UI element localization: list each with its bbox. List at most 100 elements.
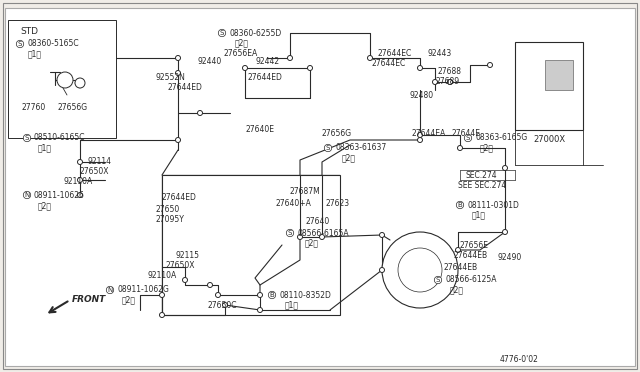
Text: 27650X: 27650X	[165, 262, 195, 270]
Text: 〈1〉: 〈1〉	[472, 211, 486, 219]
Text: 08110-8352D: 08110-8352D	[279, 291, 331, 299]
Circle shape	[223, 302, 227, 308]
Text: 27095Y: 27095Y	[156, 215, 185, 224]
Text: SEE SEC.274: SEE SEC.274	[458, 180, 506, 189]
Bar	[245, 68, 310, 98]
Bar	[8, 20, 116, 138]
Circle shape	[207, 282, 212, 288]
Text: 27760: 27760	[22, 103, 46, 112]
Circle shape	[367, 55, 372, 61]
Text: 92442: 92442	[255, 58, 279, 67]
Circle shape	[319, 234, 324, 240]
Text: 27640: 27640	[305, 218, 329, 227]
Text: 92110A: 92110A	[63, 177, 92, 186]
Text: S: S	[220, 30, 224, 36]
Circle shape	[447, 80, 452, 84]
Circle shape	[382, 232, 458, 308]
Circle shape	[175, 55, 180, 61]
Text: 27650: 27650	[156, 205, 180, 215]
Text: 27687M: 27687M	[290, 187, 321, 196]
Circle shape	[380, 267, 385, 273]
Circle shape	[77, 177, 83, 183]
Text: 27644EC: 27644EC	[378, 48, 412, 58]
Text: 27000X: 27000X	[533, 135, 565, 144]
Text: 92490: 92490	[498, 253, 522, 263]
Text: 27644ED: 27644ED	[168, 83, 203, 93]
Bar	[515, 42, 583, 130]
Text: B: B	[458, 202, 462, 208]
Circle shape	[57, 72, 73, 88]
Circle shape	[298, 234, 303, 240]
Text: 〈1〉: 〈1〉	[28, 49, 42, 58]
Text: （2）: （2）	[480, 144, 494, 153]
Text: 92443: 92443	[428, 48, 452, 58]
Text: 08360-5165C: 08360-5165C	[27, 39, 79, 48]
Text: 27644ED: 27644ED	[248, 74, 283, 83]
Bar	[545, 60, 573, 90]
Text: （2）: （2）	[235, 38, 249, 48]
Text: N: N	[108, 287, 113, 293]
Circle shape	[77, 160, 83, 164]
Text: 92110A: 92110A	[148, 272, 177, 280]
Circle shape	[488, 62, 493, 67]
Text: 08566-6125A: 08566-6125A	[445, 276, 497, 285]
Bar	[300, 175, 322, 237]
Text: 27644ED: 27644ED	[162, 193, 197, 202]
Text: 27623: 27623	[325, 199, 349, 208]
Text: 27640E: 27640E	[246, 125, 275, 135]
Text: 〈1〉: 〈1〉	[285, 301, 299, 310]
Text: （2）: （2）	[122, 295, 136, 305]
Circle shape	[447, 80, 452, 84]
Circle shape	[77, 192, 83, 198]
Text: 27650C: 27650C	[208, 301, 237, 310]
Text: 08363-6165G: 08363-6165G	[475, 134, 527, 142]
Text: S: S	[326, 145, 330, 151]
Circle shape	[175, 71, 180, 76]
Circle shape	[159, 292, 164, 298]
Text: 08510-6165C: 08510-6165C	[34, 134, 86, 142]
Circle shape	[456, 247, 461, 253]
Circle shape	[287, 55, 292, 61]
Circle shape	[458, 145, 463, 151]
Text: S: S	[288, 230, 292, 236]
Text: FRONT: FRONT	[72, 295, 106, 305]
Circle shape	[159, 312, 164, 317]
Text: 27689: 27689	[435, 77, 459, 87]
Text: 27644EA: 27644EA	[412, 128, 446, 138]
Text: 92552N: 92552N	[155, 74, 185, 83]
Circle shape	[380, 232, 385, 237]
Text: 27656E: 27656E	[460, 241, 489, 250]
Text: 92480: 92480	[410, 90, 434, 99]
Text: 08566-6165A: 08566-6165A	[297, 228, 349, 237]
Text: S: S	[18, 41, 22, 47]
Text: 27656G: 27656G	[322, 128, 352, 138]
Circle shape	[417, 138, 422, 142]
Text: 08111-0301D: 08111-0301D	[467, 201, 519, 209]
Text: （2）: （2）	[450, 285, 464, 295]
Circle shape	[417, 132, 422, 138]
Text: 08363-61637: 08363-61637	[335, 144, 387, 153]
Text: 08911-1062G: 08911-1062G	[117, 285, 169, 295]
Bar	[162, 175, 340, 315]
Text: 92115: 92115	[175, 251, 199, 260]
Text: 27640+A: 27640+A	[275, 199, 311, 208]
Circle shape	[417, 65, 422, 71]
Text: 27650X: 27650X	[80, 167, 109, 176]
Text: 4776-0'02: 4776-0'02	[500, 356, 539, 365]
Circle shape	[182, 278, 188, 282]
Text: 27644E: 27644E	[452, 128, 481, 138]
Circle shape	[216, 292, 221, 298]
Text: B: B	[269, 292, 275, 298]
Text: 92114: 92114	[88, 157, 112, 167]
Text: N: N	[24, 192, 29, 198]
Text: （2）: （2）	[342, 154, 356, 163]
Text: （2）: （2）	[38, 202, 52, 211]
Text: S: S	[466, 135, 470, 141]
Circle shape	[398, 248, 442, 292]
Circle shape	[307, 65, 312, 71]
Circle shape	[198, 110, 202, 115]
Text: STD: STD	[20, 28, 38, 36]
Text: SEC.274: SEC.274	[465, 170, 497, 180]
Text: 27656G: 27656G	[58, 103, 88, 112]
Text: 08360-6255D: 08360-6255D	[229, 29, 281, 38]
